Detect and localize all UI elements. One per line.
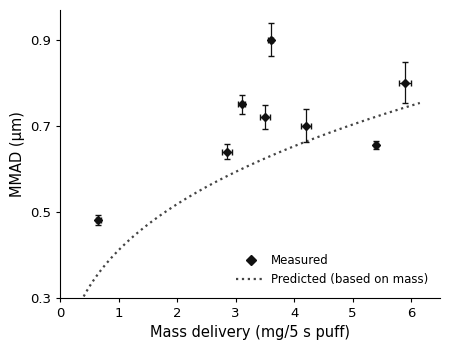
X-axis label: Mass delivery (mg/5 s puff): Mass delivery (mg/5 s puff): [150, 325, 350, 340]
Y-axis label: MMAD (μm): MMAD (μm): [10, 111, 25, 197]
Legend: Measured, Predicted (based on mass): Measured, Predicted (based on mass): [230, 248, 434, 292]
